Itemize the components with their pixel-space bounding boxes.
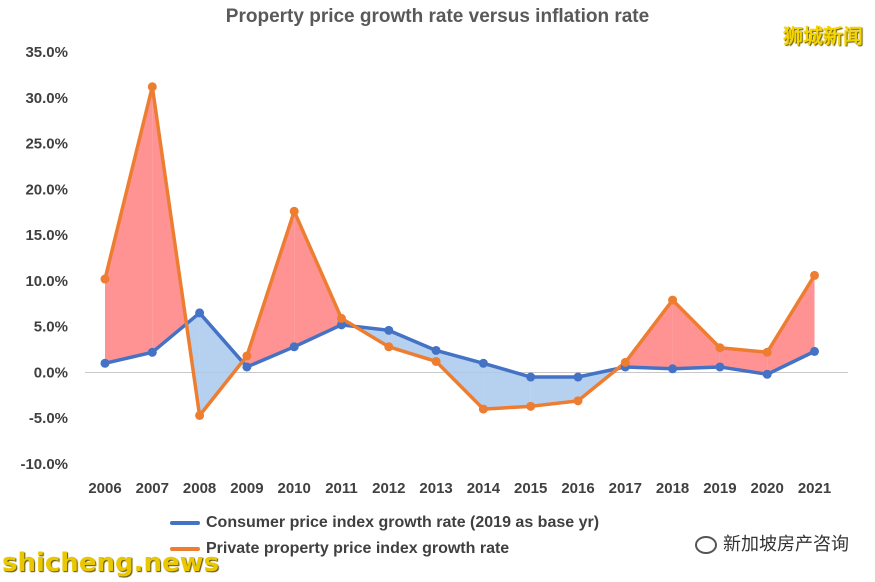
series-point-1: [620, 357, 630, 367]
legend-item-cpi: Consumer price index growth rate (2019 a…: [170, 510, 599, 536]
series-point-0: [573, 372, 583, 382]
x-tick-label: 2010: [278, 480, 311, 497]
x-tick-label: 2017: [609, 480, 642, 497]
series-point-1: [384, 342, 394, 352]
series-point-1: [242, 351, 252, 361]
series-point-0: [337, 320, 346, 330]
fill-property-below: [388, 330, 437, 362]
series-point-1: [573, 396, 583, 406]
x-tick-label: 2011: [325, 480, 358, 497]
y-tick-label: -10.0%: [20, 456, 68, 473]
fill-property-below: [199, 312, 243, 416]
series-point-0: [668, 364, 678, 374]
brand-logo-bottom: shicheng.news: [2, 548, 220, 578]
series-point-0: [715, 362, 725, 372]
series-point-0: [526, 372, 536, 382]
y-tick-label: -5.0%: [29, 410, 68, 427]
series-point-0: [289, 342, 299, 352]
x-tick-label: 2008: [183, 480, 216, 497]
legend-item-property: Private property price index growth rate: [170, 536, 599, 562]
x-tick-label: 2007: [136, 480, 169, 497]
series-point-0: [147, 347, 157, 357]
y-tick-label: 25.0%: [25, 136, 68, 153]
series-point-1: [337, 313, 346, 323]
wechat-icon: [695, 536, 717, 554]
wechat-label: 新加坡房产咨询: [723, 534, 849, 555]
y-tick-label: 35.0%: [25, 44, 68, 61]
x-tick-label: 2018: [656, 480, 689, 497]
brand-logo-top: 狮城新闻: [783, 24, 863, 48]
series-point-1: [431, 356, 441, 366]
series-point-1: [715, 343, 725, 353]
fill-property-above: [294, 211, 342, 347]
x-tick-label: 2020: [751, 480, 784, 497]
legend-swatch-cpi: [170, 521, 200, 525]
legend-label-property: Private property price index growth rate: [206, 540, 510, 557]
series-point-0: [478, 358, 488, 368]
y-tick-label: 10.0%: [25, 273, 68, 290]
x-tick-label: 2019: [703, 480, 736, 497]
fill-property-above: [672, 300, 720, 369]
series-point-1: [526, 401, 536, 411]
series-point-1: [762, 347, 772, 357]
series-point-1: [289, 206, 299, 216]
series-line-0: [104, 311, 816, 379]
series-point-0: [762, 369, 772, 379]
fill-property-below: [530, 377, 578, 407]
series-point-1: [478, 404, 488, 414]
x-tick-label: 2021: [798, 480, 831, 497]
x-tick-label: 2013: [419, 480, 452, 497]
series-point-1: [147, 82, 157, 92]
series-point-1: [810, 270, 819, 280]
fill-property-above: [767, 275, 815, 375]
series-point-0: [195, 308, 205, 318]
x-tick-label: 2009: [230, 480, 263, 497]
series-point-1: [100, 274, 110, 284]
series-point-0: [242, 362, 252, 372]
series-point-0: [384, 325, 394, 335]
x-tick-label: 2016: [561, 480, 594, 497]
series-point-1: [195, 410, 205, 420]
series-point-0: [810, 346, 819, 356]
series-point-0: [431, 345, 441, 355]
y-tick-label: 0.0%: [34, 364, 68, 381]
x-tick-label: 2006: [88, 480, 121, 497]
x-tick-label: 2012: [372, 480, 405, 497]
legend-label-cpi: Consumer price index growth rate (2019 a…: [206, 514, 600, 531]
y-tick-label: 5.0%: [34, 319, 68, 336]
wechat-account: 新加坡房产咨询: [695, 530, 849, 556]
legend-swatch-property: [170, 547, 200, 551]
y-tick-label: 20.0%: [25, 181, 68, 198]
chart-title: Property price growth rate versus inflat…: [225, 6, 650, 27]
fill-property-below: [436, 350, 484, 410]
x-tick-label: 2015: [514, 480, 547, 497]
chart-legend: Consumer price index growth rate (2019 a…: [170, 510, 599, 562]
x-tick-label: 2014: [467, 480, 501, 497]
series-point-0: [100, 358, 110, 368]
series-point-1: [668, 295, 678, 305]
y-tick-label: 30.0%: [25, 90, 68, 107]
fill-property-above: [105, 86, 153, 364]
series-line-1: [103, 85, 816, 418]
y-tick-label: 15.0%: [25, 227, 68, 244]
